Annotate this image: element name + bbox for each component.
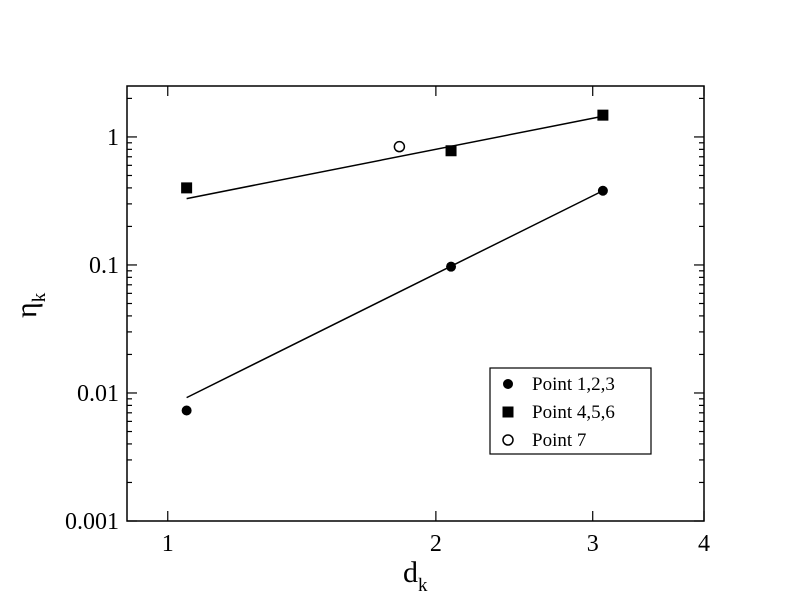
legend-marker xyxy=(502,406,514,418)
legend-items: Point 1,2,3 Point 4,5,6 Point 7 xyxy=(502,374,615,451)
x-axis-label: dk xyxy=(403,556,428,596)
legend-label: Point 4,5,6 xyxy=(532,402,615,423)
data-point xyxy=(393,140,406,153)
fit-lines-group xyxy=(186,115,604,399)
legend-box xyxy=(489,367,652,455)
y-tick-label: 1 xyxy=(107,125,119,151)
y-tick-label: 0.001 xyxy=(65,509,119,535)
x-tick-label: 1 xyxy=(162,531,174,557)
data-point xyxy=(445,145,457,157)
y-tick-label: 0.1 xyxy=(89,253,119,279)
x-tick-label: 2 xyxy=(430,531,442,557)
x-tick-label: 4 xyxy=(698,531,710,557)
data-point xyxy=(597,109,609,121)
legend: Point 1,2,3 Point 4,5,6 Point 7 xyxy=(489,367,652,455)
x-tick-label: 3 xyxy=(587,531,599,557)
fit-line xyxy=(186,190,604,399)
legend-marker xyxy=(503,379,513,389)
legend-label: Point 7 xyxy=(532,430,586,451)
legend-label: Point 1,2,3 xyxy=(532,374,615,395)
y-axis-label: ηk xyxy=(10,292,50,318)
points-group xyxy=(181,109,609,416)
data-point xyxy=(181,405,192,416)
legend-marker xyxy=(502,434,514,446)
plot-frame xyxy=(126,85,705,522)
fit-line xyxy=(186,115,604,200)
y-tick-label: 0.01 xyxy=(77,381,119,407)
data-point xyxy=(597,185,608,196)
data-point xyxy=(181,182,193,194)
ticks-group: 1 2 3 4 0.001 0.01 0.1 1 xyxy=(65,86,710,557)
data-point xyxy=(446,261,457,272)
